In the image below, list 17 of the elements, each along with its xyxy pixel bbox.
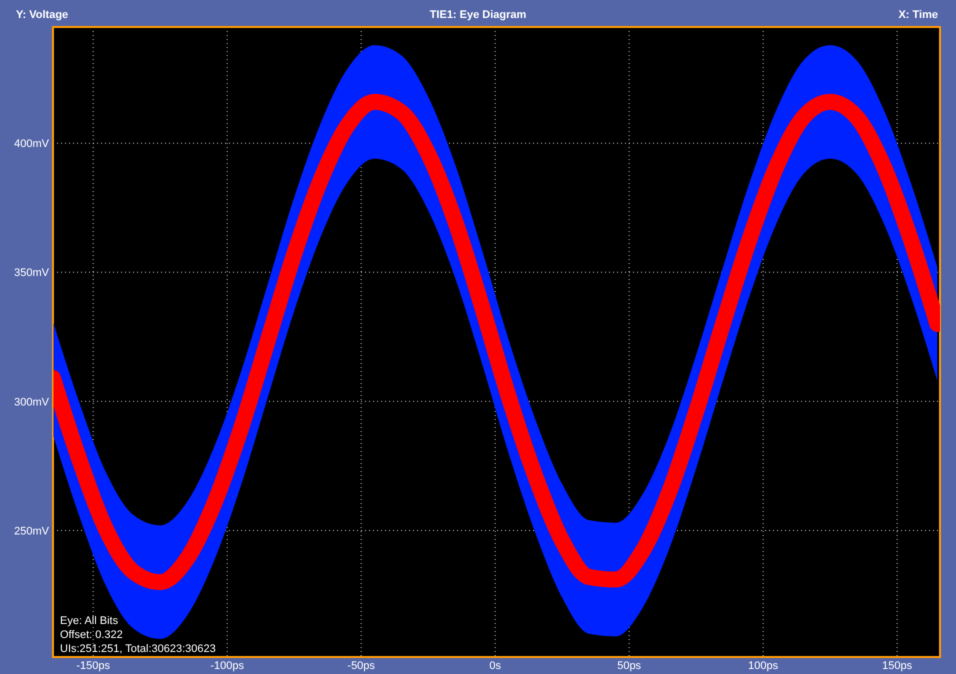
y-tick-label: 300mV <box>14 396 50 408</box>
annotation: Offset: 0.322 <box>60 628 124 642</box>
y-tick-label: 250mV <box>14 525 50 538</box>
x-tick-label: 100ps <box>748 660 779 672</box>
y-tick-label: 400mV <box>14 138 50 150</box>
y-axis-title: Y: Voltage <box>16 9 68 21</box>
annotation: Eye: All Bits <box>60 614 120 628</box>
x-tick-label: 150ps <box>882 660 913 672</box>
x-axis-title: X: Time <box>898 9 938 21</box>
chart-title: TIE1: Eye Diagram <box>430 9 526 21</box>
x-tick-label: -150ps <box>76 660 111 672</box>
x-tick-label: -100ps <box>210 660 244 672</box>
y-tick-label: 350mV <box>14 267 50 280</box>
annotation: UIs:251:251, Total:30623:30623 <box>60 642 216 656</box>
x-tick-label: 50ps <box>617 660 642 672</box>
x-tick-label: 0s <box>489 660 502 672</box>
x-tick-label: -50ps <box>347 660 376 672</box>
